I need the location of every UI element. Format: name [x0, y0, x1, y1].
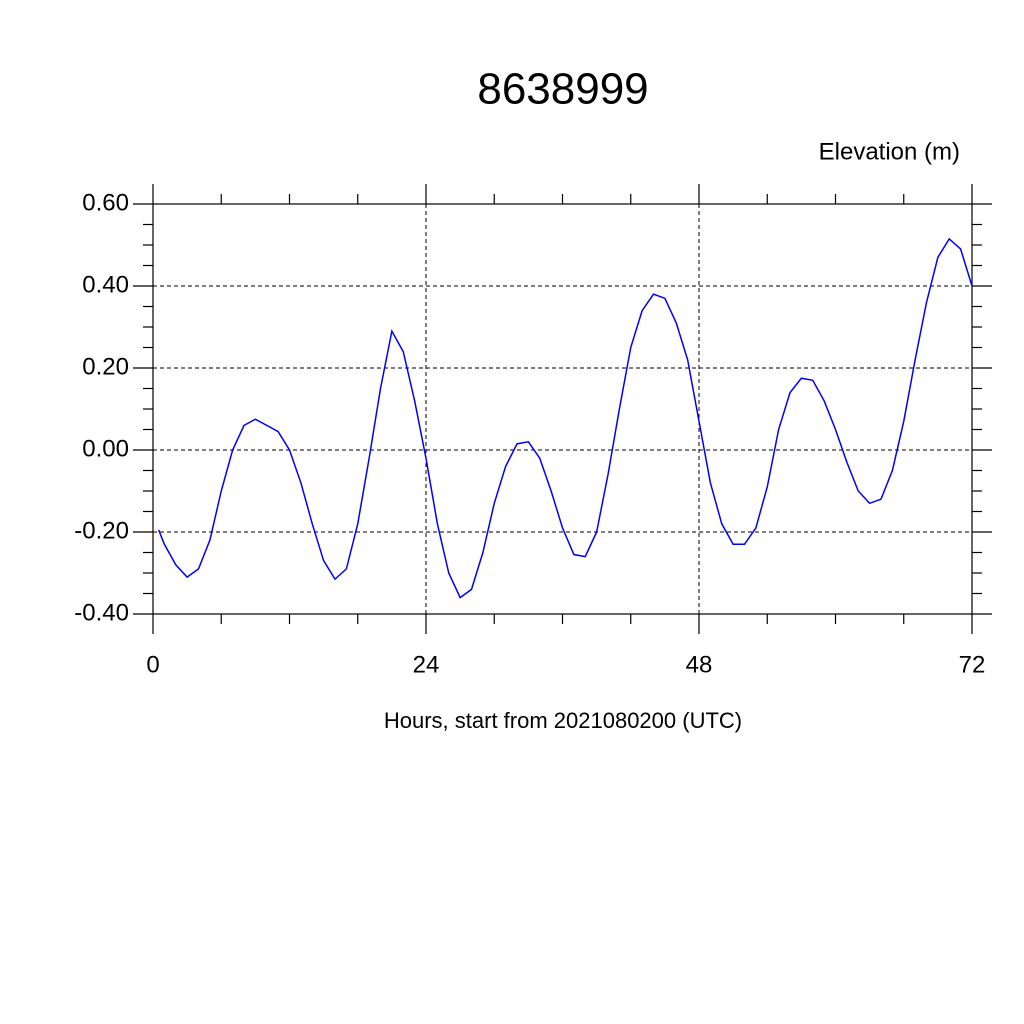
x-axis-label: Hours, start from 2021080200 (UTC) — [384, 708, 742, 733]
chart-title: 8638999 — [477, 65, 648, 114]
x-tick-label: 48 — [686, 651, 713, 678]
data-line — [157, 237, 973, 599]
y-tick-label: 0.00 — [82, 435, 129, 462]
y-tick-label: -0.40 — [74, 599, 129, 626]
y-tick-label: -0.20 — [74, 517, 129, 544]
y-tick-label: 0.60 — [82, 189, 129, 216]
x-tick-label: 24 — [413, 651, 440, 678]
chart-subtitle: Elevation (m) — [819, 138, 960, 165]
plot-frame — [152, 203, 973, 615]
y-tick-label: 0.20 — [82, 353, 129, 380]
x-tick-label: 72 — [959, 651, 986, 678]
x-tick-label: 0 — [146, 651, 159, 678]
y-tick-label: 0.40 — [82, 271, 129, 298]
